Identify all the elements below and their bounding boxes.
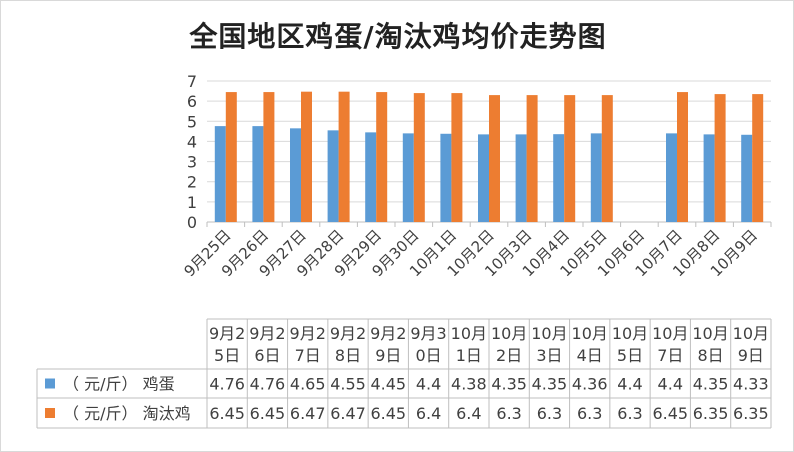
bar-egg bbox=[478, 134, 489, 222]
table-header-cell: 10月 bbox=[572, 324, 608, 343]
table-header-cell: 10月 bbox=[491, 324, 527, 343]
table-value-cell: 6.3 bbox=[496, 404, 521, 423]
table-header-cell: 0日 bbox=[415, 346, 441, 365]
table-value-cell: 6.47 bbox=[330, 404, 366, 423]
bar-culled-hen bbox=[263, 92, 275, 222]
bar-culled-hen bbox=[338, 91, 350, 222]
bar-egg bbox=[252, 126, 264, 222]
table-header-cell: 10月 bbox=[692, 324, 728, 343]
table-header-cell: 5日 bbox=[617, 346, 643, 365]
bar-egg bbox=[553, 134, 565, 222]
table-value-cell: 4.38 bbox=[451, 375, 487, 394]
table-value-cell: 4.4 bbox=[617, 375, 642, 394]
table-value-cell: 6.47 bbox=[290, 404, 326, 423]
table-value-cell: 4.4 bbox=[658, 375, 683, 394]
table-value-cell: 4.65 bbox=[290, 375, 326, 394]
bar-culled-hen bbox=[714, 94, 726, 222]
bar-egg bbox=[327, 130, 339, 222]
table-header-cell: 7日 bbox=[657, 346, 683, 365]
table-header-cell: 10月 bbox=[451, 324, 487, 343]
bar-culled-hen bbox=[413, 93, 425, 222]
bar-egg bbox=[365, 132, 377, 222]
table-value-cell: 6.3 bbox=[577, 404, 602, 423]
table-header-cell: 9日 bbox=[738, 346, 764, 365]
table-value-cell: 4.76 bbox=[250, 375, 286, 394]
table-header-cell: 2日 bbox=[496, 346, 522, 365]
table-value-cell: 6.45 bbox=[250, 404, 286, 423]
table-value-cell: 4.4 bbox=[416, 375, 441, 394]
table-header-cell: 3日 bbox=[536, 346, 562, 365]
table-value-cell: 4.76 bbox=[209, 375, 245, 394]
table-header-cell: 4日 bbox=[577, 346, 603, 365]
table-value-cell: 6.45 bbox=[209, 404, 245, 423]
bar-egg bbox=[515, 134, 527, 222]
y-tick-label: 3 bbox=[187, 153, 197, 172]
table-header-cell: 6日 bbox=[254, 346, 280, 365]
y-tick-label: 4 bbox=[187, 132, 197, 151]
y-tick-label: 7 bbox=[187, 72, 197, 91]
table-value-cell: 4.55 bbox=[330, 375, 366, 394]
bar-egg bbox=[741, 134, 753, 222]
bar-egg bbox=[703, 134, 715, 222]
table-header-cell: 8日 bbox=[697, 346, 723, 365]
table-header-cell: 9日 bbox=[375, 346, 401, 365]
table-header-cell: 5日 bbox=[214, 346, 240, 365]
table-value-cell: 4.45 bbox=[370, 375, 406, 394]
table-value-cell: 4.35 bbox=[491, 375, 527, 394]
table-value-cell: 6.3 bbox=[537, 404, 562, 423]
y-tick-label: 0 bbox=[187, 213, 197, 232]
y-tick-label: 5 bbox=[187, 112, 197, 131]
bar-culled-hen bbox=[564, 95, 576, 222]
legend-label: （ 元/斤） 淘汰鸡 bbox=[63, 404, 191, 423]
table-value-cell: 6.4 bbox=[416, 404, 441, 423]
table-header-cell: 9月2 bbox=[330, 324, 366, 343]
bar-egg bbox=[290, 128, 301, 222]
y-tick-label: 6 bbox=[187, 92, 197, 111]
bar-culled-hen bbox=[225, 92, 237, 222]
bar-culled-hen bbox=[451, 93, 463, 222]
bar-culled-hen bbox=[601, 95, 613, 222]
bar-culled-hen bbox=[677, 92, 688, 222]
table-header-cell: 8日 bbox=[335, 346, 361, 365]
table-header-cell: 9月2 bbox=[249, 324, 285, 343]
bar-egg bbox=[440, 133, 452, 222]
table-header-cell: 10月 bbox=[652, 324, 688, 343]
table-value-cell: 6.35 bbox=[733, 404, 769, 423]
bar-culled-hen bbox=[752, 94, 764, 222]
table-value-cell: 4.33 bbox=[733, 375, 769, 394]
table-value-cell: 4.35 bbox=[693, 375, 729, 394]
legend-swatch bbox=[45, 408, 55, 418]
table-header-cell: 10月 bbox=[531, 324, 567, 343]
bar-culled-hen bbox=[376, 92, 388, 222]
bar-culled-hen bbox=[301, 91, 312, 222]
table-value-cell: 6.35 bbox=[693, 404, 729, 423]
table-header-cell: 9月2 bbox=[290, 324, 326, 343]
table-header-cell: 1日 bbox=[456, 346, 482, 365]
legend-label: （ 元/斤） 鸡蛋 bbox=[63, 375, 175, 394]
table-header-cell: 9月2 bbox=[209, 324, 245, 343]
table-value-cell: 4.36 bbox=[572, 375, 608, 394]
table-header-cell: 9月3 bbox=[410, 324, 446, 343]
y-tick-label: 1 bbox=[187, 193, 197, 212]
table-header-cell: 10月 bbox=[733, 324, 769, 343]
legend-swatch bbox=[45, 378, 55, 389]
table-header-cell: 9月2 bbox=[370, 324, 406, 343]
bar-egg bbox=[666, 133, 677, 222]
y-tick-label: 2 bbox=[187, 173, 197, 192]
table-value-cell: 6.3 bbox=[617, 404, 642, 423]
chart-title: 全国地区鸡蛋/淘汰鸡均价走势图 bbox=[189, 20, 607, 53]
bar-egg bbox=[402, 133, 414, 222]
bar-egg bbox=[590, 133, 602, 222]
bar-culled-hen bbox=[526, 95, 538, 222]
table-value-cell: 4.35 bbox=[532, 375, 568, 394]
bar-egg bbox=[214, 126, 226, 222]
table-header-cell: 7日 bbox=[295, 346, 321, 365]
table-value-cell: 6.45 bbox=[652, 404, 688, 423]
table-header-cell: 10月 bbox=[612, 324, 648, 343]
bar-culled-hen bbox=[489, 95, 500, 222]
table-value-cell: 6.4 bbox=[456, 404, 481, 423]
table-value-cell: 6.45 bbox=[370, 404, 406, 423]
